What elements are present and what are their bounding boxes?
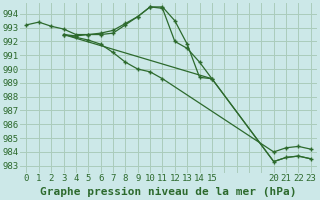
X-axis label: Graphe pression niveau de la mer (hPa): Graphe pression niveau de la mer (hPa): [40, 187, 297, 197]
